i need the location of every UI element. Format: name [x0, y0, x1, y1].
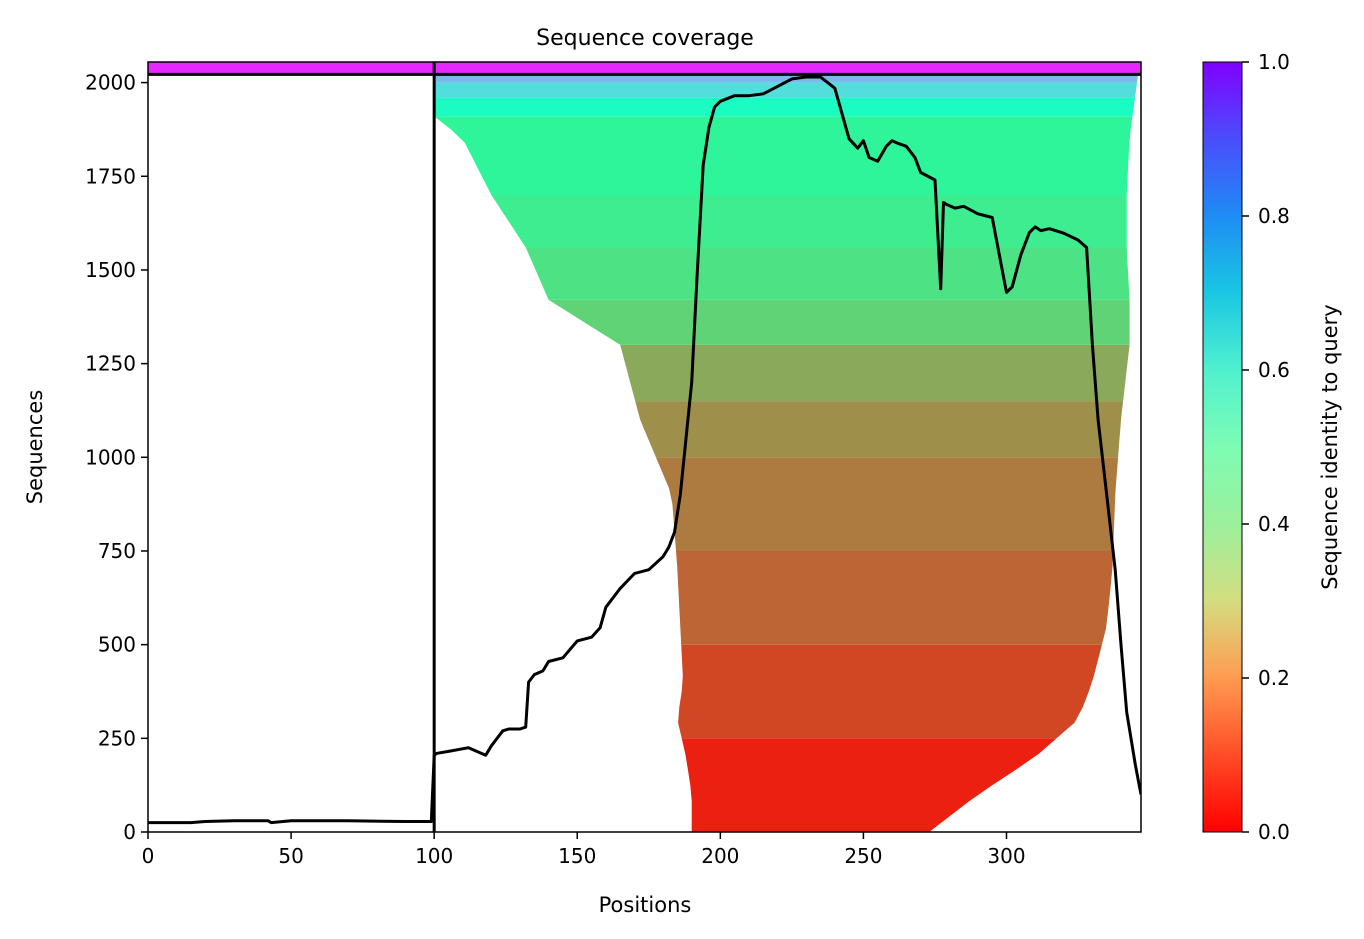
x-tick-label: 100: [415, 844, 453, 868]
identity-band-3: [655, 457, 1119, 551]
colorbar-label: Sequence identity to query: [1318, 304, 1342, 589]
identity-band-2: [676, 551, 1114, 645]
identity-band-1: [678, 644, 1102, 739]
x-tick-label: 150: [558, 844, 596, 868]
y-tick-label: 1250: [85, 352, 136, 376]
identity-band-4: [635, 401, 1124, 458]
y-axis-label: Sequences: [23, 390, 47, 505]
chart-title: Sequence coverage: [536, 26, 754, 51]
x-axis-ticks: 0 50 100 150 200 250 300: [142, 832, 1026, 868]
guide-lines: [148, 62, 1141, 832]
x-tick-label: 0: [142, 844, 155, 868]
coverage-line: [148, 75, 1141, 825]
y-tick-label: 2000: [85, 71, 136, 95]
identity-band-12: [434, 74, 1139, 83]
identity-band-9: [434, 116, 1133, 195]
y-tick-label: 0: [123, 820, 136, 844]
y-tick-label: 500: [98, 633, 136, 657]
colorbar-tick-label: 1.0: [1258, 50, 1290, 74]
colorbar-tick-label: 0.8: [1258, 204, 1290, 228]
x-tick-label: 250: [844, 844, 882, 868]
identity-band-11: [434, 82, 1137, 98]
y-tick-label: 250: [98, 726, 136, 750]
identity-band-0: [681, 738, 1057, 832]
y-tick-label: 1750: [85, 164, 136, 188]
query-rows: [148, 62, 1141, 75]
y-tick-label: 750: [98, 539, 136, 563]
coverage-heatmap: [148, 62, 1141, 832]
identity-band-5: [620, 344, 1130, 402]
x-tick-label: 50: [278, 844, 303, 868]
y-tick-label: 1000: [85, 445, 136, 469]
identity-band-10: [434, 97, 1135, 117]
identity-band-6: [548, 299, 1130, 345]
colorbar-tick-label: 0.2: [1258, 666, 1290, 690]
colorbar-tick-label: 0.4: [1258, 512, 1290, 536]
colorbar: [1202, 61, 1243, 833]
coverage-line-path: [148, 75, 1141, 825]
y-tick-label: 1500: [85, 258, 136, 282]
y-axis-ticks: 0 250 500 750 1000 1250 1500 1750 2000: [85, 71, 148, 844]
colorbar-tick-label: 0.6: [1258, 358, 1290, 382]
x-axis-label: Positions: [599, 893, 692, 917]
x-tick-label: 200: [701, 844, 739, 868]
colorbar-tick-label: 0.0: [1258, 820, 1290, 844]
identity-band-8: [491, 195, 1127, 248]
colorbar-ticks: 0.0 0.2 0.4 0.6 0.8 1.0: [1242, 50, 1290, 844]
identity-band-7: [525, 247, 1130, 300]
x-tick-label: 300: [987, 844, 1025, 868]
plot-frame: [147, 61, 1142, 833]
